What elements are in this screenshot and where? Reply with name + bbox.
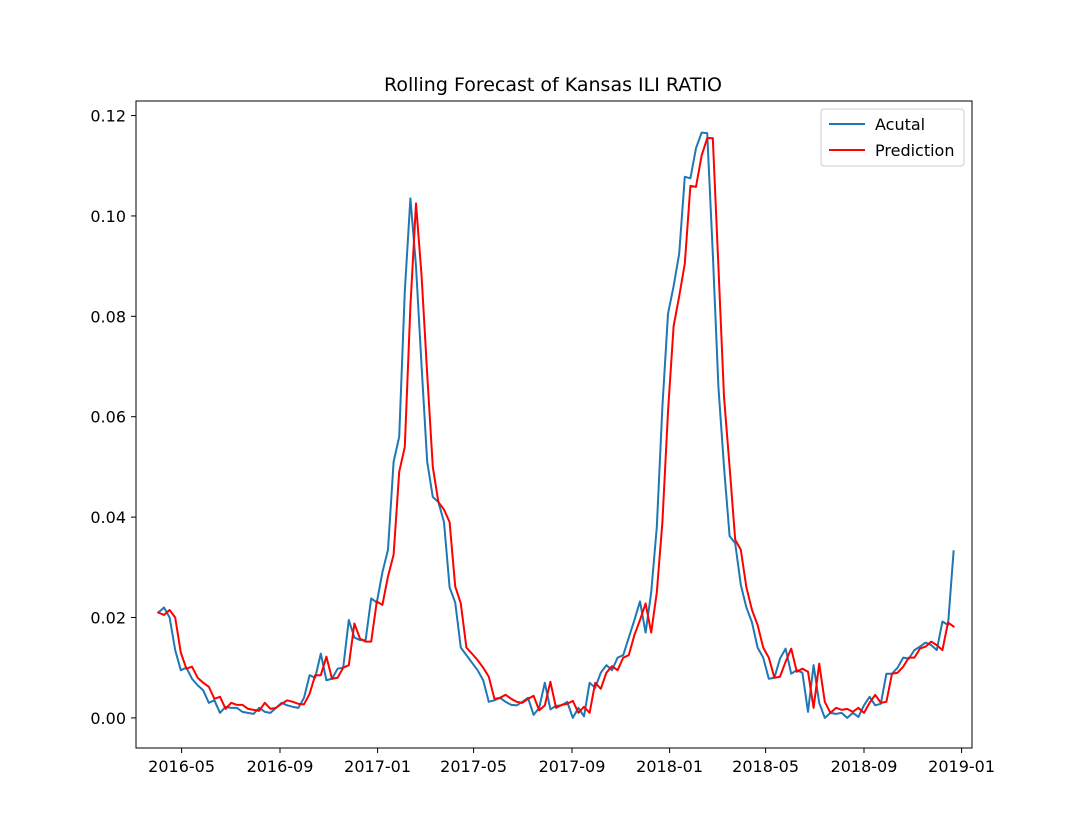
x-tick-label: 2017-01 [344, 757, 411, 776]
x-tick-label: 2018-05 [732, 757, 799, 776]
plot-area: 2016-05 2016-09 2017-01 2017-05 2017-09 2018-… [90, 100, 995, 776]
legend: Acutal Prediction [820, 108, 965, 167]
y-tick-label: 0.04 [90, 508, 126, 527]
y-tick-label: 0.02 [90, 608, 126, 627]
series-line-prediction [157, 137, 955, 714]
y-tick-label: 0.06 [90, 408, 126, 427]
y-tick-label: 0.08 [90, 307, 126, 326]
y-tick-label: 0.10 [90, 207, 126, 226]
chart-title: Rolling Forecast of Kansas ILI RATIO [384, 74, 722, 96]
x-tick-label: 2018-01 [636, 757, 703, 776]
x-tick-label: 2017-09 [539, 757, 606, 776]
series-layer [156, 131, 955, 719]
x-tick-label: 2016-09 [247, 757, 314, 776]
x-tick-label: 2019-01 [928, 757, 995, 776]
legend-label-acutal: Acutal [875, 115, 925, 134]
axes-frame [135, 100, 973, 749]
y-tick-label: 0.12 [90, 107, 126, 126]
x-tick-label: 2017-05 [440, 757, 507, 776]
x-tick-label: 2016-05 [148, 757, 215, 776]
y-axis: 0.00 0.02 0.04 0.06 0.08 0.10 0.12 [90, 107, 136, 728]
x-tick-label: 2018-09 [831, 757, 898, 776]
x-axis: 2016-05 2016-09 2017-01 2017-05 2017-09 2018-… [148, 748, 995, 776]
y-tick-label: 0.00 [90, 709, 126, 728]
legend-label-prediction: Prediction [875, 141, 954, 160]
